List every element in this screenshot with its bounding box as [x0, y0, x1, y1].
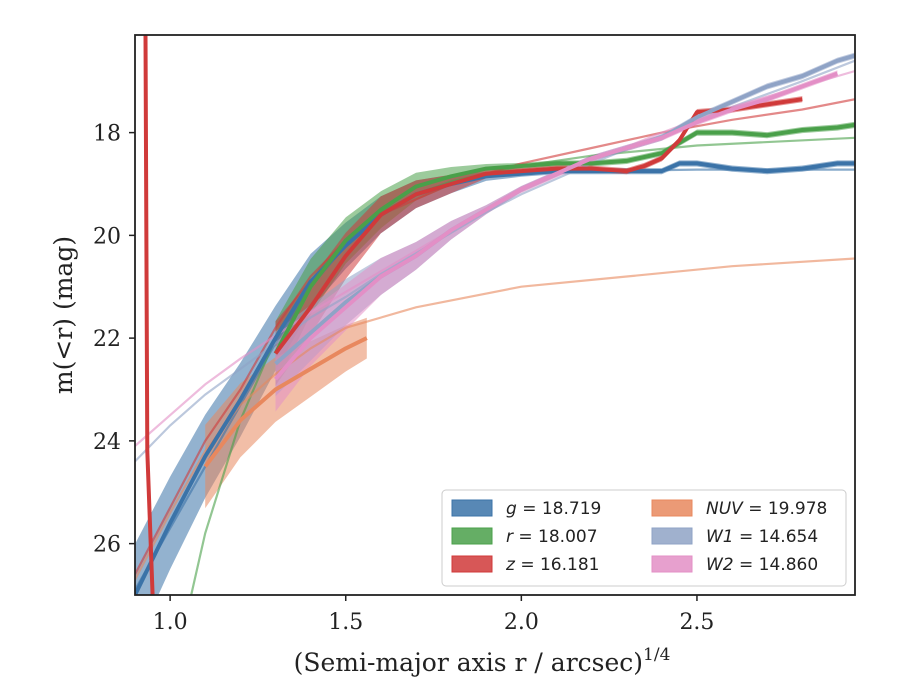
plot-frame	[134, 34, 856, 596]
x-tick-label: 2.5	[679, 610, 714, 635]
legend-value-nuv: = 19.978	[743, 499, 828, 519]
profile-spike-z	[143, 35, 155, 595]
legend-box	[441, 489, 847, 587]
y-tick-label: 24	[93, 430, 121, 455]
legend-label-w2: W2 = 14.860	[706, 555, 818, 575]
legend-band-nuv: NUV	[706, 499, 744, 519]
curves-of-growth	[135, 35, 855, 595]
y-tick-label: 18	[93, 122, 121, 147]
band-nuv	[205, 317, 367, 509]
x-tick-label: 1.5	[328, 610, 363, 635]
profile-line-w2	[273, 71, 839, 381]
legend-label-g: g = 18.719	[506, 499, 601, 519]
legend-value-z: = 16.181	[515, 555, 600, 575]
profile-line-z	[273, 97, 803, 355]
legend-band-z: z	[505, 555, 516, 575]
legend-label-w1: W1 = 14.654	[706, 527, 818, 547]
legend-swatch-g	[451, 499, 493, 517]
legend-swatch-nuv	[651, 499, 693, 517]
y-tick-label: 22	[93, 327, 121, 352]
model-line-nuv	[135, 257, 855, 581]
profile-line-r	[273, 122, 855, 355]
y-axis-label: m(<r) (mag)	[49, 236, 78, 394]
uncertainty-bands	[135, 52, 855, 595]
x-axis-label-text: (Semi-major axis r / arcsec)	[294, 648, 643, 677]
legend-label-z: z = 16.181	[505, 555, 599, 575]
x-tick-label: 2.0	[504, 610, 539, 635]
legend-value-w1: = 14.654	[734, 527, 819, 547]
x-axis-label-exponent: 1/4	[643, 645, 670, 665]
axis-ticks: 1.0 1.5 2.0 2.5 18 20 22 24 26	[93, 122, 714, 635]
legend-band-w1: W1	[706, 527, 734, 547]
legend-swatch-w1	[651, 527, 693, 545]
profile-line-g	[135, 161, 855, 595]
profile-line-nuv	[203, 336, 368, 468]
legend-swatch-z	[451, 555, 493, 573]
legend-value-w2: = 14.860	[734, 555, 819, 575]
legend-swatch-r	[451, 527, 493, 545]
y-tick-label: 20	[93, 224, 121, 249]
legend-label-nuv: NUV = 19.978	[706, 499, 827, 519]
x-tick-label: 1.0	[153, 610, 188, 635]
legend-value-r: = 18.007	[513, 527, 598, 547]
x-axis-label: (Semi-major axis r / arcsec)1/4	[294, 645, 671, 677]
legend-swatch-w2	[651, 555, 693, 573]
legend-band-r: r	[506, 527, 514, 547]
legend-value-g: = 18.719	[517, 499, 602, 519]
legend-band-w2: W2	[706, 555, 734, 575]
legend-band-g: g	[506, 499, 517, 519]
y-tick-label: 26	[93, 533, 121, 558]
legend-label-r: r = 18.007	[506, 527, 598, 547]
